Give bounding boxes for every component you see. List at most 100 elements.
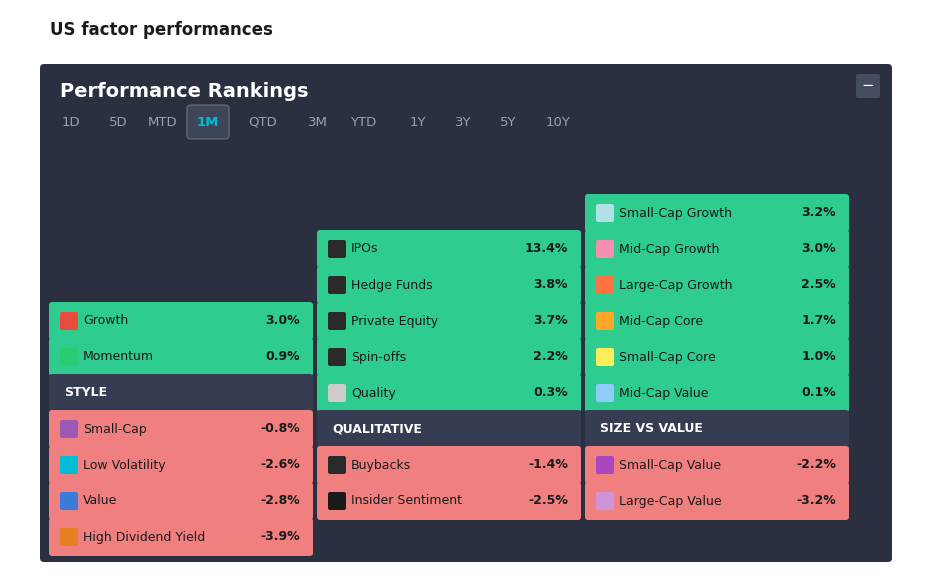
Text: 13.4%: 13.4%	[525, 243, 568, 255]
FancyBboxPatch shape	[585, 482, 849, 520]
FancyBboxPatch shape	[585, 230, 849, 268]
FancyBboxPatch shape	[60, 348, 78, 366]
FancyBboxPatch shape	[49, 338, 313, 376]
Text: 1M: 1M	[197, 116, 219, 128]
FancyBboxPatch shape	[49, 410, 313, 448]
Text: 3Y: 3Y	[455, 116, 472, 128]
Text: Mid-Cap Growth: Mid-Cap Growth	[619, 243, 720, 255]
FancyBboxPatch shape	[60, 528, 78, 546]
FancyBboxPatch shape	[596, 492, 614, 510]
FancyBboxPatch shape	[596, 456, 614, 474]
FancyBboxPatch shape	[596, 348, 614, 366]
Text: 3.2%: 3.2%	[802, 206, 836, 220]
FancyBboxPatch shape	[49, 518, 313, 556]
Text: 2.5%: 2.5%	[802, 279, 836, 291]
FancyBboxPatch shape	[317, 302, 581, 340]
Text: Quality: Quality	[351, 387, 396, 399]
Text: 0.9%: 0.9%	[266, 350, 300, 364]
FancyBboxPatch shape	[585, 338, 849, 376]
Text: Large-Cap Growth: Large-Cap Growth	[619, 279, 733, 291]
Text: MTD: MTD	[148, 116, 178, 128]
FancyBboxPatch shape	[328, 312, 346, 330]
Text: -1.4%: -1.4%	[528, 458, 568, 472]
Text: 3.0%: 3.0%	[266, 314, 300, 328]
FancyBboxPatch shape	[317, 374, 581, 412]
Text: Momentum: Momentum	[83, 350, 154, 364]
FancyBboxPatch shape	[596, 240, 614, 258]
FancyBboxPatch shape	[328, 276, 346, 294]
Text: 5Y: 5Y	[500, 116, 516, 128]
Text: Small-Cap Core: Small-Cap Core	[619, 350, 716, 364]
FancyBboxPatch shape	[596, 312, 614, 330]
Text: -2.8%: -2.8%	[260, 495, 300, 507]
Text: -3.9%: -3.9%	[260, 531, 300, 543]
FancyBboxPatch shape	[60, 312, 78, 330]
FancyBboxPatch shape	[596, 276, 614, 294]
FancyBboxPatch shape	[49, 302, 313, 340]
Text: 10Y: 10Y	[545, 116, 570, 128]
FancyBboxPatch shape	[317, 230, 581, 268]
Text: -0.8%: -0.8%	[260, 423, 300, 435]
FancyBboxPatch shape	[49, 374, 313, 412]
Text: 1D: 1D	[62, 116, 80, 128]
Text: High Dividend Yield: High Dividend Yield	[83, 531, 205, 543]
Text: -2.6%: -2.6%	[260, 458, 300, 472]
Text: Insider Sentiment: Insider Sentiment	[351, 495, 462, 507]
FancyBboxPatch shape	[317, 266, 581, 304]
Text: QUALITATIVE: QUALITATIVE	[332, 423, 422, 435]
Text: -2.2%: -2.2%	[796, 458, 836, 472]
FancyBboxPatch shape	[60, 456, 78, 474]
Text: STYLE: STYLE	[64, 387, 107, 399]
Text: 0.1%: 0.1%	[802, 387, 836, 399]
Text: 0.3%: 0.3%	[533, 387, 568, 399]
FancyBboxPatch shape	[328, 384, 346, 402]
FancyBboxPatch shape	[328, 240, 346, 258]
FancyBboxPatch shape	[585, 446, 849, 484]
Text: Performance Rankings: Performance Rankings	[60, 82, 308, 101]
FancyBboxPatch shape	[317, 482, 581, 520]
Text: 1Y: 1Y	[410, 116, 426, 128]
Text: Mid-Cap Value: Mid-Cap Value	[619, 387, 708, 399]
Text: Growth: Growth	[83, 314, 129, 328]
Text: 5D: 5D	[109, 116, 128, 128]
FancyBboxPatch shape	[328, 456, 346, 474]
Text: -2.5%: -2.5%	[528, 495, 568, 507]
Text: IPOs: IPOs	[351, 243, 378, 255]
FancyBboxPatch shape	[40, 64, 892, 562]
Text: -3.2%: -3.2%	[796, 495, 836, 507]
Text: 1.0%: 1.0%	[802, 350, 836, 364]
Text: QTD: QTD	[249, 116, 278, 128]
Text: Hedge Funds: Hedge Funds	[351, 279, 432, 291]
FancyBboxPatch shape	[328, 348, 346, 366]
FancyBboxPatch shape	[49, 482, 313, 520]
FancyBboxPatch shape	[585, 302, 849, 340]
FancyBboxPatch shape	[585, 194, 849, 232]
FancyBboxPatch shape	[60, 420, 78, 438]
Text: Small-Cap Value: Small-Cap Value	[619, 458, 721, 472]
Text: 3.8%: 3.8%	[533, 279, 568, 291]
FancyBboxPatch shape	[328, 492, 346, 510]
Text: 3M: 3M	[308, 116, 328, 128]
Text: US factor performances: US factor performances	[50, 21, 273, 39]
FancyBboxPatch shape	[585, 410, 849, 448]
Text: Value: Value	[83, 495, 117, 507]
Text: SIZE VS VALUE: SIZE VS VALUE	[600, 423, 703, 435]
Text: Buybacks: Buybacks	[351, 458, 411, 472]
Text: 3.7%: 3.7%	[533, 314, 568, 328]
Text: Private Equity: Private Equity	[351, 314, 438, 328]
Text: −: −	[861, 79, 874, 94]
Text: YTD: YTD	[350, 116, 377, 128]
FancyBboxPatch shape	[317, 410, 581, 448]
FancyBboxPatch shape	[317, 338, 581, 376]
FancyBboxPatch shape	[317, 446, 581, 484]
FancyBboxPatch shape	[585, 266, 849, 304]
Text: Small-Cap: Small-Cap	[83, 423, 146, 435]
Text: Large-Cap Value: Large-Cap Value	[619, 495, 721, 507]
FancyBboxPatch shape	[49, 446, 313, 484]
FancyBboxPatch shape	[596, 204, 614, 222]
Text: 3.0%: 3.0%	[802, 243, 836, 255]
FancyBboxPatch shape	[187, 105, 229, 139]
Text: 2.2%: 2.2%	[533, 350, 568, 364]
Text: Spin-offs: Spin-offs	[351, 350, 406, 364]
FancyBboxPatch shape	[596, 384, 614, 402]
